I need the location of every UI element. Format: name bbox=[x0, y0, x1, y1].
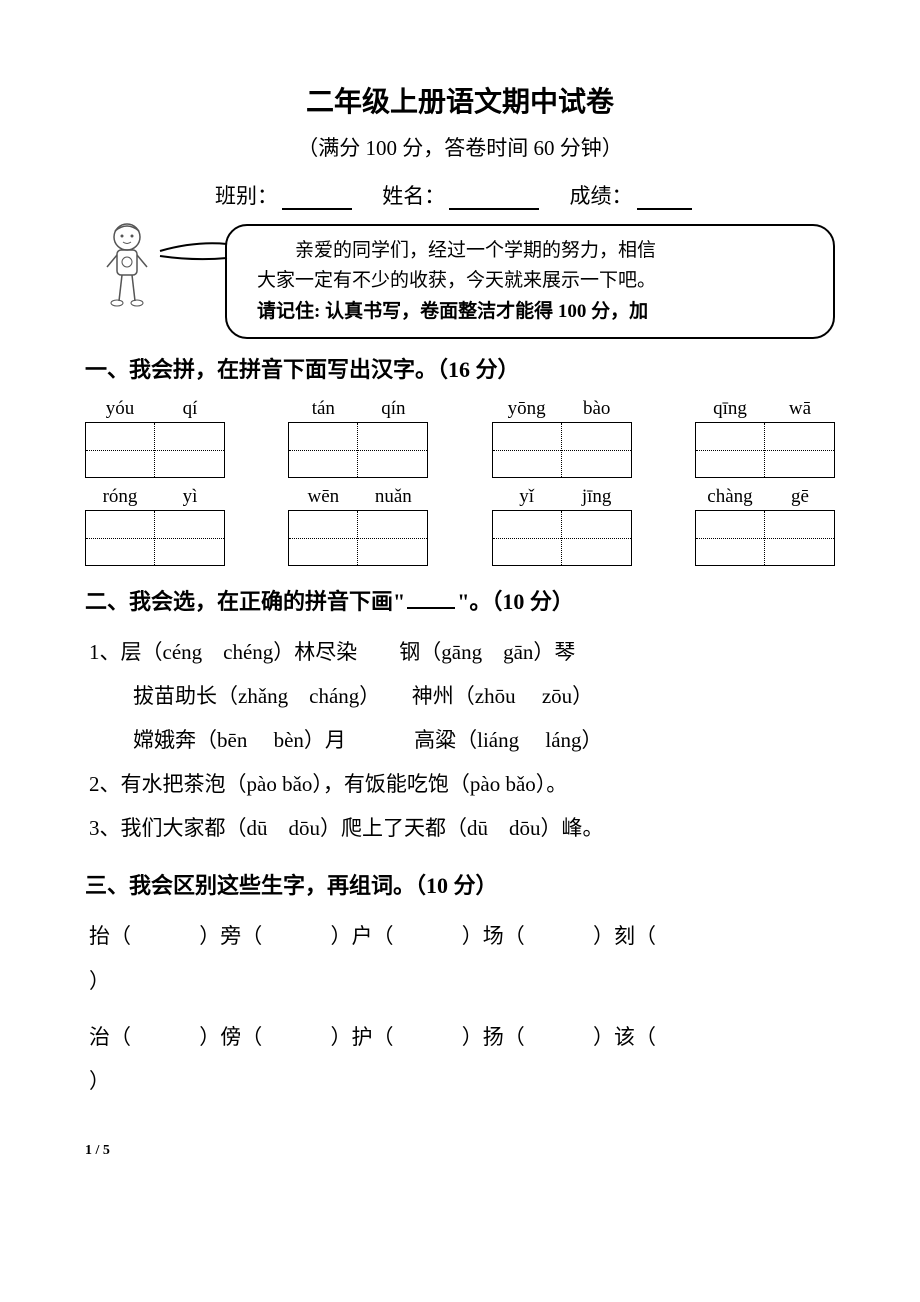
pinyin-group: yōngbào bbox=[492, 398, 632, 478]
char-box-pair[interactable] bbox=[288, 422, 428, 478]
page-number: 1 / 5 bbox=[85, 1143, 835, 1159]
speech-tail-icon bbox=[155, 236, 235, 276]
pinyin-label: yōng bbox=[492, 398, 562, 420]
pinyin-label: jīng bbox=[562, 486, 632, 508]
pinyin-group: qīngwā bbox=[695, 398, 835, 478]
intro-box: 亲爱的同学们，经过一个学期的努力，相信 大家一定有不少的收获，今天就来展示一下吧… bbox=[85, 224, 835, 324]
pinyin-label: gē bbox=[765, 486, 835, 508]
pinyin-group: róngyì bbox=[85, 486, 225, 566]
char-box-pair[interactable] bbox=[85, 422, 225, 478]
score-blank[interactable] bbox=[637, 208, 692, 210]
section3-row2: 治（ ）傍（ ）护（ ）扬（ ）该（ bbox=[89, 1015, 835, 1059]
word-item: ）护（ bbox=[331, 1025, 394, 1049]
word-item: 治（ bbox=[89, 1025, 131, 1049]
pinyin-label: nuǎn bbox=[358, 486, 428, 508]
intro-line3-prefix: 请记住: 认真书写，卷面整洁才能得 bbox=[257, 301, 558, 322]
word-item: ）傍（ bbox=[199, 1025, 262, 1049]
section3-row1-end: ） bbox=[89, 959, 835, 1003]
char-box-pair[interactable] bbox=[85, 510, 225, 566]
pinyin-label: qín bbox=[358, 398, 428, 420]
pinyin-label: qí bbox=[155, 398, 225, 420]
name-blank[interactable] bbox=[449, 208, 539, 210]
section3-row2-end: ） bbox=[89, 1059, 835, 1103]
pinyin-group: yǐjīng bbox=[492, 486, 632, 566]
exam-subtitle: （满分 100 分，答卷时间 60 分钟） bbox=[85, 132, 835, 162]
pinyin-label: yóu bbox=[85, 398, 155, 420]
word-item: ）旁（ bbox=[199, 924, 262, 948]
class-blank[interactable] bbox=[282, 208, 352, 210]
word-item: 抬（ bbox=[89, 924, 131, 948]
pinyin-group: chànggē bbox=[695, 486, 835, 566]
name-label: 姓名： bbox=[382, 184, 445, 208]
student-info-line: 班别： 姓名： 成绩： bbox=[215, 180, 835, 210]
pinyin-label: yǐ bbox=[492, 486, 562, 508]
pinyin-label: chàng bbox=[695, 486, 765, 508]
pinyin-row-1: yóuqí tánqín yōngbào qīngwā bbox=[85, 398, 835, 478]
pinyin-label: qīng bbox=[695, 398, 765, 420]
intro-line1: 亲爱的同学们，经过一个学期的努力，相信 bbox=[295, 240, 656, 261]
pinyin-group: yóuqí bbox=[85, 398, 225, 478]
section3-heading: 三、我会区别这些生字，再组词。（10 分） bbox=[85, 868, 835, 900]
word-item: ）刻（ bbox=[593, 924, 656, 948]
pinyin-group: tánqín bbox=[288, 398, 428, 478]
char-box-pair[interactable] bbox=[288, 510, 428, 566]
section2-heading-suffix: "。（10 分） bbox=[457, 589, 574, 614]
underline-demo bbox=[407, 607, 455, 609]
question-2-1b: 拔苗助长（zhǎng cháng） 神州（zhōu zōu） bbox=[133, 674, 835, 718]
pinyin-label: wā bbox=[765, 398, 835, 420]
class-label: 班别： bbox=[215, 184, 278, 208]
intro-line2: 大家一定有不少的收获，今天就来展示一下吧。 bbox=[257, 270, 656, 291]
section2-heading-text: 二、我会选，在正确的拼音下画" bbox=[85, 589, 405, 614]
pinyin-label: bào bbox=[562, 398, 632, 420]
speech-bubble: 亲爱的同学们，经过一个学期的努力，相信 大家一定有不少的收获，今天就来展示一下吧… bbox=[225, 224, 835, 339]
question-2-3: 3、我们大家都（dū dōu）爬上了天都（dū dōu）峰。 bbox=[89, 806, 835, 850]
intro-line3-bold: 100 分，加 bbox=[558, 301, 648, 322]
char-box-pair[interactable] bbox=[695, 422, 835, 478]
word-item: ）该（ bbox=[593, 1025, 656, 1049]
section2-heading: 二、我会选，在正确的拼音下画" "。（10 分） bbox=[85, 584, 835, 616]
score-label: 成绩： bbox=[570, 184, 633, 208]
section3-row1: 抬（ ）旁（ ）户（ ）场（ ）刻（ bbox=[89, 914, 835, 958]
word-item: ）户（ bbox=[331, 924, 394, 948]
question-2-1a: 1、层（céng chéng）林尽染 钢（gāng gān）琴 bbox=[89, 630, 835, 674]
pinyin-label: yì bbox=[155, 486, 225, 508]
word-item: ）场（ bbox=[462, 924, 525, 948]
question-2-1c: 嫦娥奔（bēn bèn）月 高粱（liáng láng） bbox=[133, 718, 835, 762]
boy-illustration-icon bbox=[95, 219, 160, 314]
section1-heading: 一、我会拼，在拼音下面写出汉字。（16 分） bbox=[85, 352, 835, 384]
pinyin-row-2: róngyì wēnnuǎn yǐjīng chànggē bbox=[85, 486, 835, 566]
question-2-2: 2、有水把茶泡（pào bǎo），有饭能吃饱（pào bǎo）。 bbox=[89, 762, 835, 806]
pinyin-group: wēnnuǎn bbox=[288, 486, 428, 566]
word-item: ）扬（ bbox=[462, 1025, 525, 1049]
pinyin-label: wēn bbox=[288, 486, 358, 508]
char-box-pair[interactable] bbox=[492, 510, 632, 566]
char-box-pair[interactable] bbox=[695, 510, 835, 566]
char-box-pair[interactable] bbox=[492, 422, 632, 478]
pinyin-label: tán bbox=[288, 398, 358, 420]
pinyin-label: róng bbox=[85, 486, 155, 508]
exam-title: 二年级上册语文期中试卷 bbox=[85, 80, 835, 120]
